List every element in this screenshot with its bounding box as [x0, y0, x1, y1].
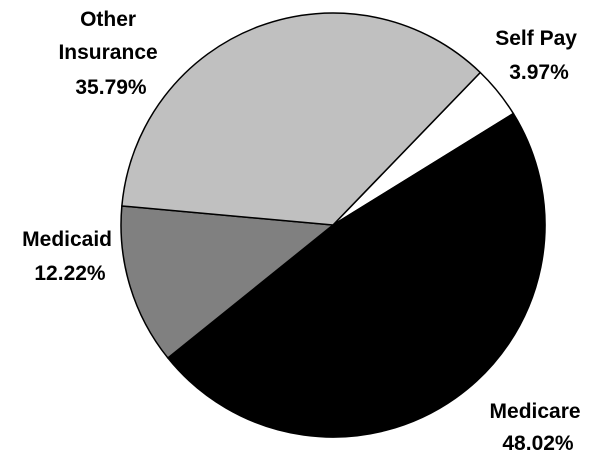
slice-name-line: Insurance — [58, 41, 157, 64]
pie-slices — [120, 12, 546, 438]
slice-name-line: Medicare — [490, 400, 581, 423]
slice-name-line: Other — [80, 8, 136, 31]
slice-label-other-insurance: Other Insurance 35.79% — [58, 8, 163, 99]
slice-label-self-pay: Self Pay 3.97% — [495, 27, 583, 84]
slice-label-medicaid: Medicaid 12.22% — [22, 228, 118, 285]
pie-slice-medicare — [167, 112, 546, 438]
slice-value-label: 48.02% — [502, 432, 574, 455]
slice-value-label: 12.22% — [34, 262, 106, 285]
slice-name-line: Self Pay — [495, 27, 577, 50]
slice-value-label: 35.79% — [75, 76, 147, 99]
pie-slice-other-insurance — [121, 12, 482, 226]
pie-slice-medicaid — [120, 205, 334, 359]
slice-label-medicare: Medicare 48.02% — [490, 400, 587, 455]
slice-name-line: Medicaid — [22, 228, 112, 251]
slice-value-label: 3.97% — [509, 61, 569, 84]
